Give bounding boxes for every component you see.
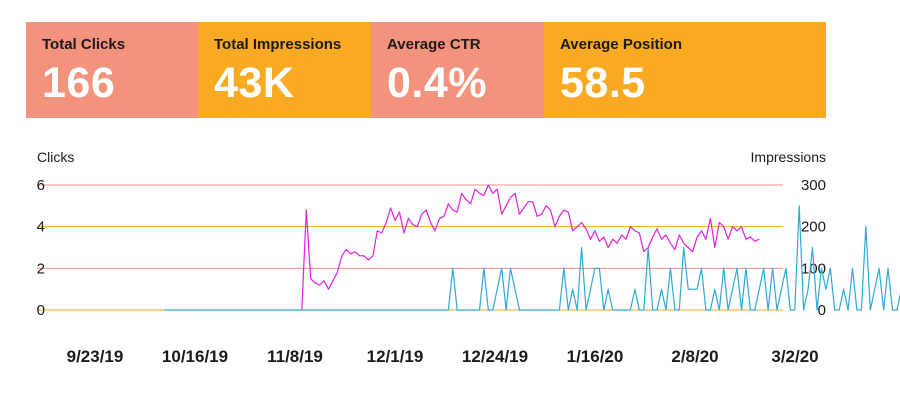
right-axis-title: Impressions (751, 149, 826, 165)
x-axis-ticks: 9/23/19 10/16/19 11/8/19 12/1/19 12/24/19 1/1… (67, 347, 819, 366)
right-tick-label: 0 (818, 302, 826, 319)
right-tick-label: 200 (801, 219, 826, 236)
x-tick-label: 10/16/19 (162, 347, 228, 366)
series-lines (164, 184, 900, 311)
card-value: 166 (42, 59, 116, 107)
x-tick-label: 12/24/19 (462, 347, 528, 366)
gridlines (37, 184, 783, 311)
impressions-series-line (301, 184, 760, 311)
metric-cards: Total Clicks 166 Total Impressions 43K A… (26, 22, 826, 118)
card-label: Total Clicks (42, 36, 126, 53)
card-label: Average CTR (387, 36, 481, 53)
right-tick-label: 300 (801, 177, 826, 194)
card-value: 43K (214, 59, 295, 107)
x-tick-label: 3/2/20 (771, 347, 818, 366)
left-tick-label: 6 (37, 177, 45, 194)
left-tick-label: 2 (37, 260, 45, 277)
left-axis-ticks: 0 2 4 6 (37, 177, 45, 319)
x-tick-label: 1/16/20 (567, 347, 624, 366)
average-ctr-card[interactable]: Average CTR 0.4% (371, 22, 544, 118)
average-position-card[interactable]: Average Position 58.5 (544, 22, 826, 118)
clicks-series-line (164, 205, 900, 311)
x-tick-label: 12/1/19 (367, 347, 424, 366)
x-tick-label: 11/8/19 (267, 347, 323, 366)
x-tick-label: 9/23/19 (67, 347, 124, 366)
left-tick-label: 0 (37, 302, 45, 319)
card-label: Average Position (560, 36, 682, 53)
left-axis-title: Clicks (37, 149, 74, 165)
left-tick-label: 4 (37, 219, 45, 236)
x-tick-label: 2/8/20 (671, 347, 718, 366)
card-value: 0.4% (387, 59, 488, 107)
card-value: 58.5 (560, 59, 646, 107)
total-impressions-card[interactable]: Total Impressions 43K (198, 22, 371, 118)
total-clicks-card[interactable]: Total Clicks 166 (26, 22, 198, 118)
card-label: Total Impressions (214, 36, 342, 53)
